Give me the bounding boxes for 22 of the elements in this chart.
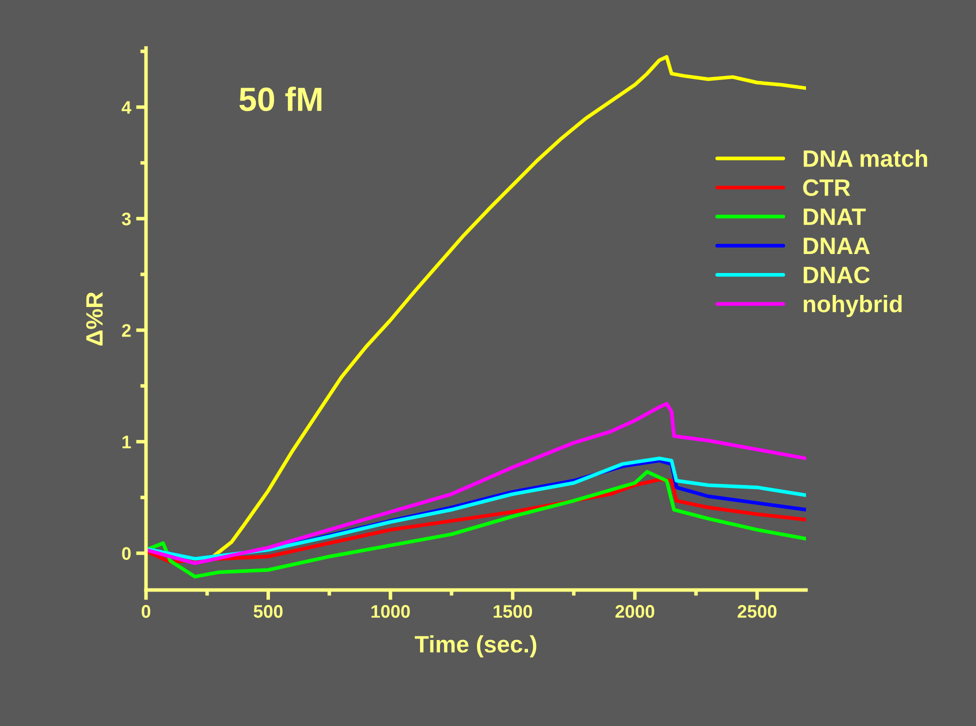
- x-tick-label: 2500: [738, 605, 776, 618]
- legend-label: CTR: [803, 179, 850, 196]
- text: 50 fM: [239, 86, 322, 112]
- y-tick-label: 4: [122, 101, 132, 114]
- y-axis-title: Δ%R: [86, 292, 103, 346]
- x-tick-label: 1000: [372, 605, 410, 618]
- legend-label: DNAC: [804, 266, 870, 284]
- line-series: [146, 402, 806, 566]
- x-axis-title: Time (sec.): [414, 635, 536, 658]
- legend-label: DNAT: [804, 208, 866, 225]
- line-series: [146, 470, 806, 578]
- legend-label: DNAA: [804, 238, 870, 254]
- y-tick-label: 3: [122, 212, 131, 226]
- y-tick-label: 1: [122, 436, 131, 448]
- legend-label: nohybrid: [804, 295, 902, 318]
- y-tick-label: 2: [122, 324, 131, 337]
- legend-label: DNA match: [804, 150, 928, 167]
- x-tick-label: 1500: [494, 605, 532, 618]
- x-tick-label: 0: [142, 605, 150, 618]
- x-tick-label: 500: [254, 605, 283, 618]
- y-tick-label: 0: [122, 547, 131, 560]
- x-tick-label: 2000: [615, 605, 654, 618]
